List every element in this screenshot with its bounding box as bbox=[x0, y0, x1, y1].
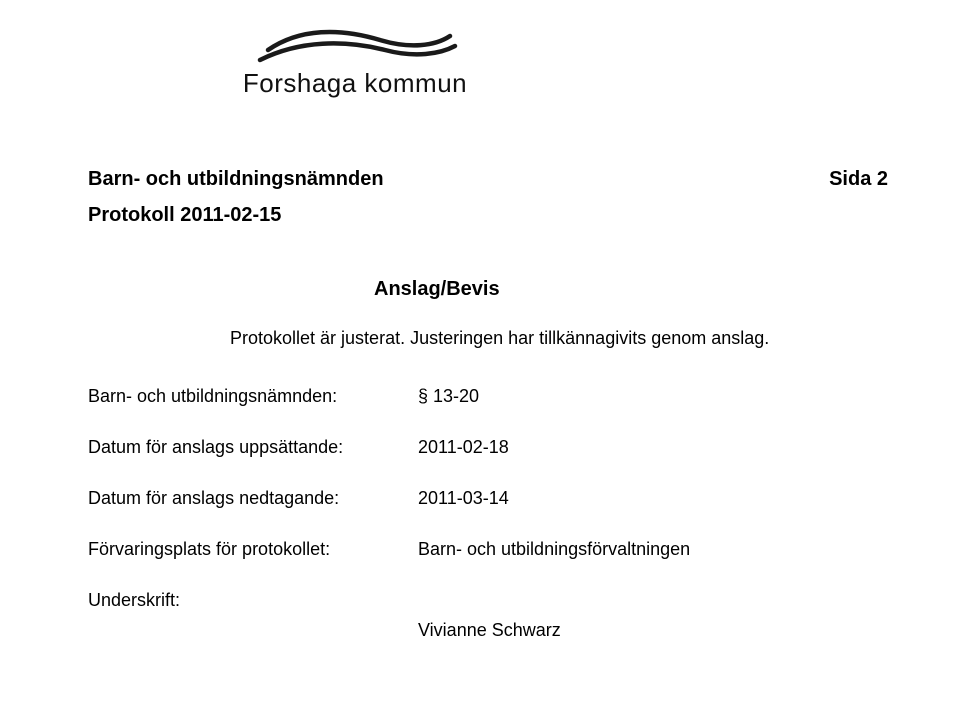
field-value: Barn- och utbildningsförvaltningen bbox=[418, 539, 888, 560]
field-value: 2011-03-14 bbox=[418, 488, 888, 509]
section-heading: Anslag/Bevis bbox=[374, 278, 500, 301]
field-label: Underskrift: bbox=[88, 590, 418, 641]
field-label: Förvaringsplats för protokollet: bbox=[88, 539, 418, 560]
title-row: Barn- och utbildningsnämnden Sida 2 bbox=[88, 168, 888, 191]
field-row: Datum för anslags nedtagande: 2011-03-14 bbox=[88, 488, 888, 509]
field-label: Datum för anslags uppsättande: bbox=[88, 437, 418, 458]
field-row: Datum för anslags uppsättande: 2011-02-1… bbox=[88, 437, 888, 458]
field-value: 2011-02-18 bbox=[418, 437, 888, 458]
field-row: Förvaringsplats för protokollet: Barn- o… bbox=[88, 539, 888, 560]
page-number: Sida 2 bbox=[829, 168, 888, 191]
protocol-date: Protokoll 2011-02-15 bbox=[88, 204, 281, 227]
field-row: Underskrift: Vivianne Schwarz bbox=[88, 590, 888, 641]
wave-icon bbox=[250, 20, 460, 64]
fields-block: Barn- och utbildningsnämnden: § 13-20 Da… bbox=[88, 386, 888, 671]
logo-block: Forshaga kommun bbox=[190, 20, 520, 99]
justerat-text: Protokollet är justerat. Justeringen har… bbox=[230, 328, 769, 349]
document-page: Forshaga kommun Barn- och utbildningsnäm… bbox=[0, 0, 960, 705]
field-value: § 13-20 bbox=[418, 386, 888, 407]
field-value: Vivianne Schwarz bbox=[418, 590, 888, 641]
field-label: Datum för anslags nedtagande: bbox=[88, 488, 418, 509]
logo-text: Forshaga kommun bbox=[190, 68, 520, 99]
field-row: Barn- och utbildningsnämnden: § 13-20 bbox=[88, 386, 888, 407]
committee-title: Barn- och utbildningsnämnden bbox=[88, 168, 384, 191]
field-label: Barn- och utbildningsnämnden: bbox=[88, 386, 418, 407]
